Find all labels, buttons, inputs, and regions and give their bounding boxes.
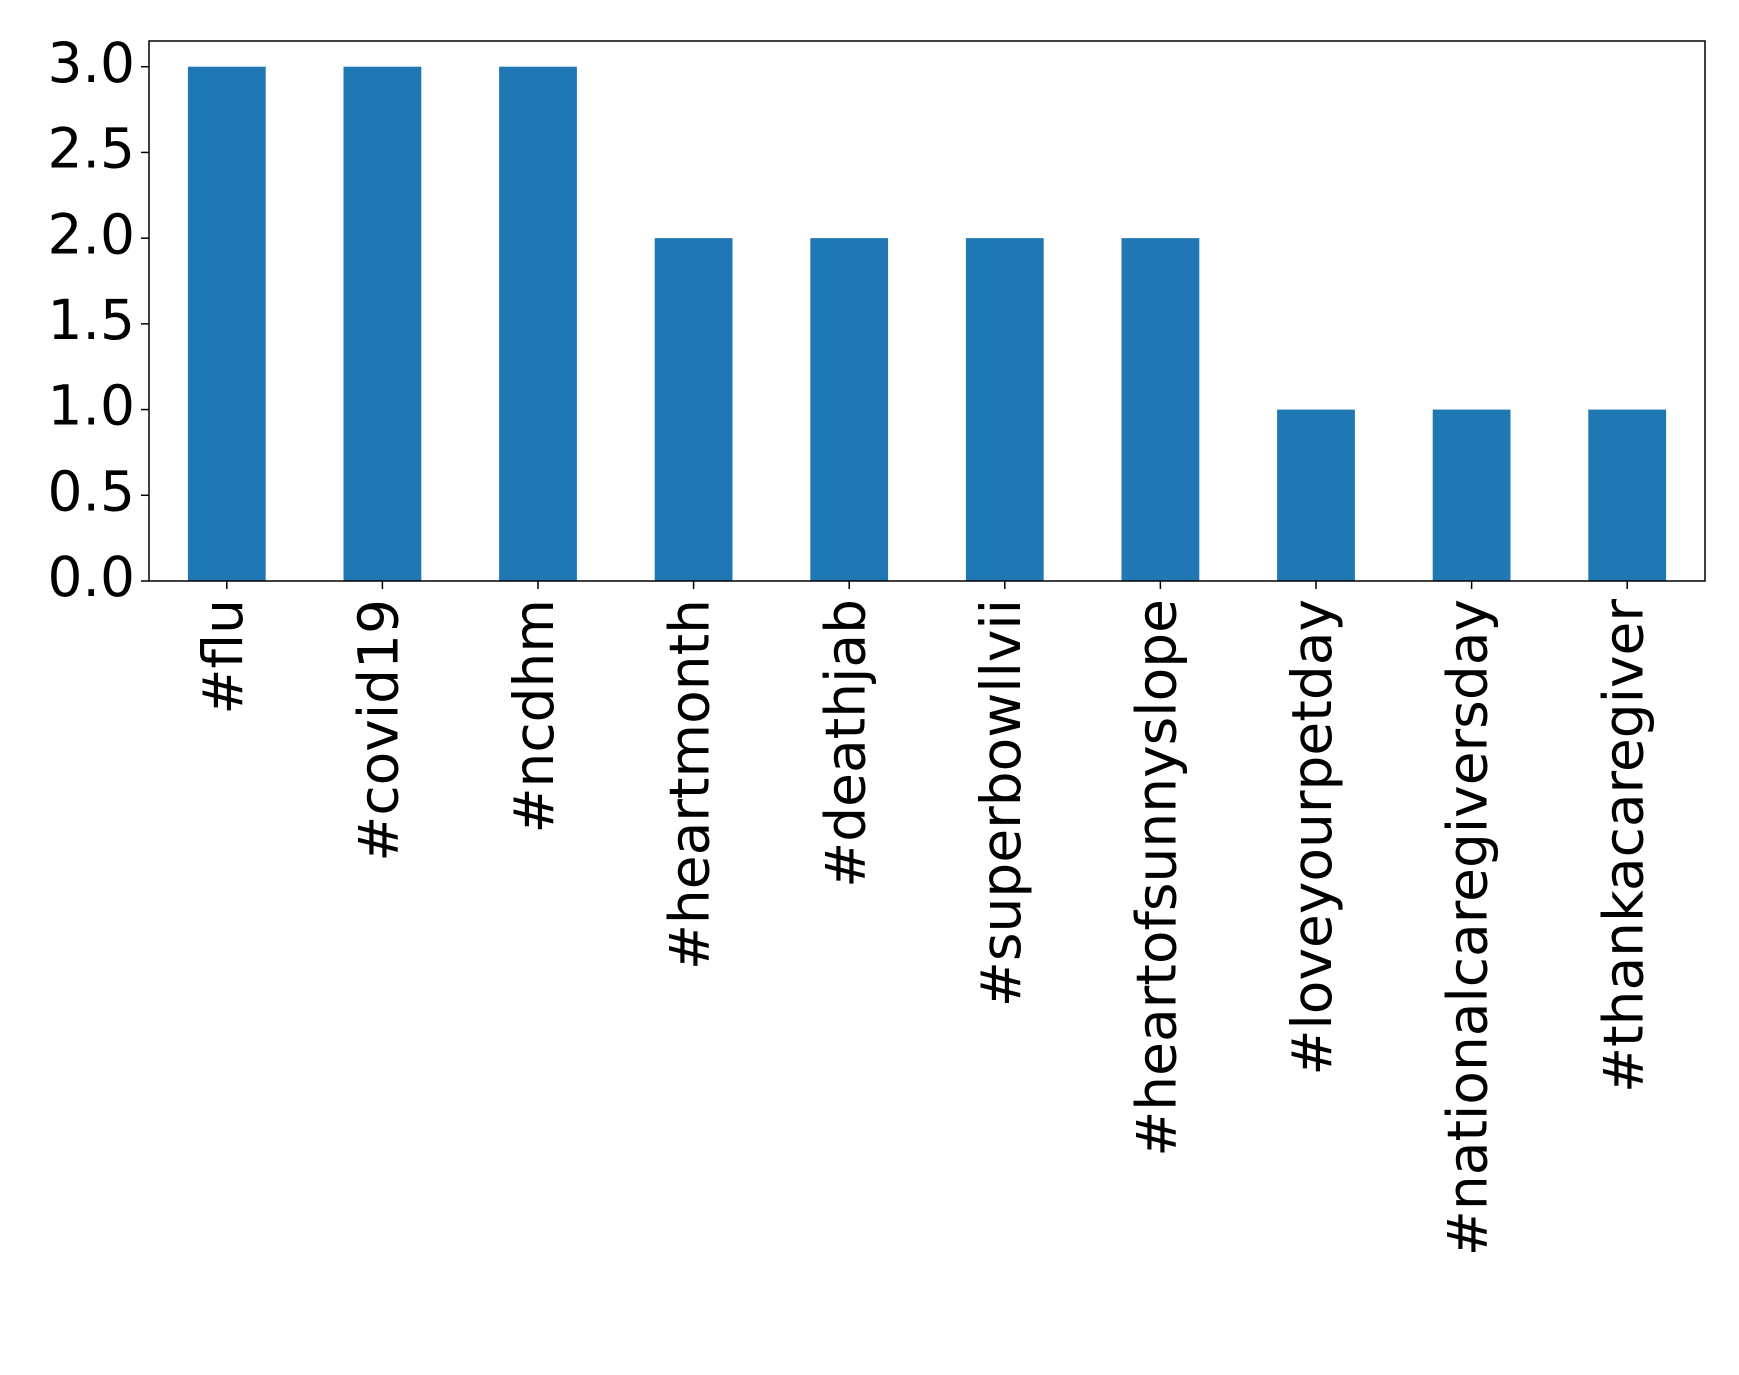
bar [187,66,266,581]
bar [1588,409,1667,581]
y-tick-label: 2.0 [48,202,135,266]
y-tick-label: 2.5 [48,117,135,181]
bar [1432,409,1511,581]
y-tick-label: 3.0 [48,31,135,95]
bar [1277,409,1355,581]
plot-frame [148,40,1706,582]
x-tick-label: #flu [191,599,255,715]
y-tick-label: 0.5 [48,459,135,523]
bar [343,66,422,581]
x-tick-label: #superbowllvii [969,599,1033,1007]
x-tick-label: #heartofsunnyslope [1125,599,1189,1157]
x-tick-label: #loveyourpetday [1280,599,1344,1076]
y-tick-label: 1.0 [48,374,135,438]
x-tick-label: #ncdhm [502,599,566,834]
bar [499,66,577,581]
y-tick-label: 1.5 [48,288,135,352]
bar [1121,238,1200,581]
bar [810,238,889,581]
x-tick-label: #heartmonth [658,599,722,970]
x-tick-label: #covid19 [347,599,411,862]
y-tick-label: 0.0 [48,545,135,609]
x-tick-label: #deathjab [813,599,877,888]
bar [965,238,1044,581]
x-tick-label: #nationalcaregiversday [1436,599,1500,1256]
bar [654,238,733,581]
x-tick-label: #thankacaregiver [1591,599,1655,1093]
